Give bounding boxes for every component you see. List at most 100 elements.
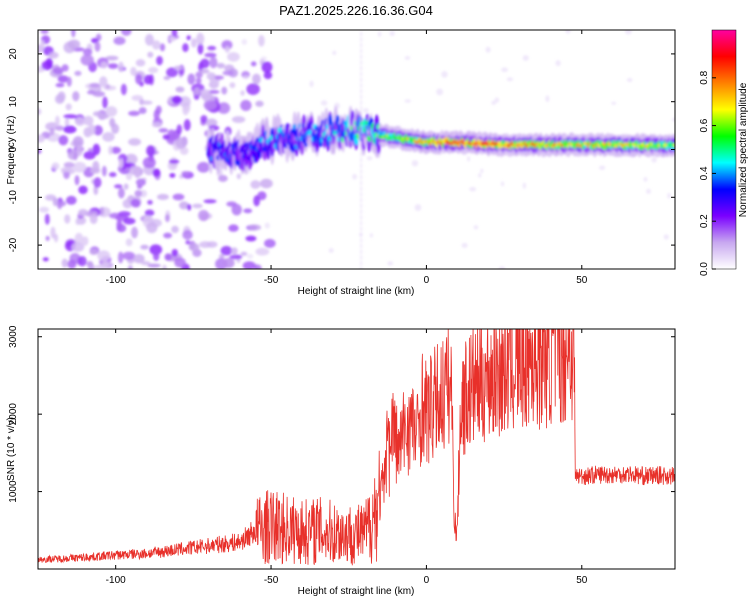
spectrogram-noise-cell <box>52 197 58 207</box>
spectrogram-noise-cell <box>411 160 419 167</box>
spectrogram-noise-cell <box>89 249 99 256</box>
spectrogram-noise-cell <box>195 77 202 84</box>
spectrogram-streak-cell <box>359 134 363 140</box>
spectrogram-noise-cell <box>63 114 78 119</box>
spectrogram-noise-cell <box>99 206 105 216</box>
spectrogram-noise-cell <box>203 199 217 204</box>
spectrogram-noise-cell <box>179 201 189 210</box>
spectrogram-noise-cell <box>146 221 158 234</box>
spectrogram-noise-cell <box>74 175 80 186</box>
snr-y-ticks: 1000 2000 3000 <box>8 325 675 503</box>
spectrogram-noise-cell <box>148 67 159 74</box>
spectrogram-noise-cell <box>254 264 262 269</box>
spectrogram-noise-cell <box>131 95 144 101</box>
spectrogram-noise-cell <box>51 162 60 170</box>
spectrogram-noise-cell <box>414 204 422 212</box>
spectrogram-noise-cell <box>131 226 138 239</box>
spectrogram-noise-cell <box>158 128 169 133</box>
spectrogram-noise-cell <box>258 35 265 47</box>
spectrogram-noise-cell <box>264 222 270 229</box>
spectrogram-noise-cell <box>140 261 151 266</box>
spectrogram-noise-cell <box>125 238 133 247</box>
spectrogram-noise-cell <box>134 189 143 198</box>
spectrogram-x-label: Height of straight line (km) <box>298 286 415 297</box>
spectrogram-ridge-cell <box>327 114 333 126</box>
spectrogram-noise-cell <box>222 70 234 76</box>
spectrogram-noise-cell <box>92 143 101 156</box>
spectrogram-noise-cell <box>261 61 273 73</box>
spectrogram-streak-cell <box>359 77 363 83</box>
snr-y-tick-label: 2000 <box>8 403 19 426</box>
spectrogram-streak-cell <box>359 123 363 129</box>
spectrogram-noise-cell <box>175 86 185 93</box>
spectrogram-noise-cell <box>108 172 117 178</box>
spectrogram-noise-cell <box>133 254 145 264</box>
spectrogram-noise-cell <box>473 225 479 230</box>
spectrogram-x-tick-label: 50 <box>576 275 588 286</box>
spectrogram-noise-cell <box>263 71 273 80</box>
spectrogram-noise-cell <box>162 134 170 140</box>
spectrogram-noise-cell <box>206 241 218 248</box>
spectrogram-streak-cell <box>359 260 363 266</box>
spectrogram-noise-cell <box>123 217 136 225</box>
spectrogram-noise-cell <box>478 172 482 178</box>
spectrogram-noise-cell <box>107 63 119 69</box>
spectrogram-noise-cell <box>63 170 70 180</box>
spectrogram-noise-cell <box>663 234 669 240</box>
spectrogram-noise-cell <box>92 160 100 173</box>
spectrogram-noise-cell <box>199 89 211 95</box>
spectrogram-noise-cell <box>57 75 69 83</box>
spectrogram-noise-cell <box>240 99 252 112</box>
spectrogram-noise-cell <box>208 125 220 131</box>
snr-y-label: SNR (10 * v/v) <box>6 417 17 481</box>
spectrogram-noise-cell <box>404 56 411 60</box>
spectrogram-noise-cell <box>252 73 261 85</box>
spectrogram-noise-cell <box>130 66 137 76</box>
spectrogram-noise-cell <box>218 175 228 182</box>
spectrogram-streak-cell <box>359 226 363 232</box>
spectrogram-noise-cell <box>78 256 87 267</box>
spectrogram-noise-cell <box>74 70 82 76</box>
spectrogram-noise-cell <box>100 61 108 69</box>
spectrogram-noise-cell <box>228 224 239 232</box>
spectrogram-noise-cell <box>522 55 529 61</box>
colorbar-label: Normalized spectral amplitude <box>738 82 749 217</box>
spectrogram-noise-cell <box>240 90 245 96</box>
spectrogram-noise-cell <box>143 74 153 85</box>
spectrogram-noise-cell <box>599 165 606 170</box>
spectrogram-noise-cell <box>163 232 173 239</box>
spectrogram-noise-cell <box>67 259 77 269</box>
spectrogram-noise-cell <box>48 51 59 59</box>
spectrogram-noise-cell <box>257 191 267 201</box>
spectrogram-noise-cell <box>38 108 42 115</box>
spectrogram-noise-cell <box>63 162 75 168</box>
spectrogram-x-tick-label: -50 <box>264 275 279 286</box>
spectrogram-noise-cell <box>200 115 208 123</box>
spectrogram-noise-cell <box>123 183 129 190</box>
spectrogram-noise-cell <box>222 257 235 269</box>
spectrogram-noise-cell <box>182 229 193 240</box>
spectrogram-noise-cell <box>203 100 217 111</box>
spectrogram-noise-cell <box>146 145 156 157</box>
spectrogram-streak-cell <box>359 255 363 261</box>
spectrogram-noise-cell <box>309 80 314 88</box>
spectrogram-noise-cell <box>193 87 200 96</box>
spectrogram-streak-cell <box>359 237 363 243</box>
colorbar-tick-label: 0.0 <box>699 262 710 276</box>
spectrogram-noise-cell <box>173 65 184 71</box>
spectrogram-noise-cell <box>436 88 444 96</box>
spectrogram-noise-cell <box>643 177 648 182</box>
spectrogram-noise-cell <box>73 151 78 161</box>
spectrogram-streak-cell <box>359 65 363 71</box>
spectrogram-noise-cell <box>506 77 514 82</box>
spectrogram-noise-cell <box>61 64 69 72</box>
spectrogram-noise-cell <box>389 30 395 37</box>
spectrogram-noise-cell <box>40 30 49 34</box>
spectrogram-streak-cell <box>359 111 363 117</box>
spectrogram-noise-cell <box>226 201 237 207</box>
spectrogram-noise-cell <box>246 253 254 259</box>
spectrogram-noise-cell <box>144 209 155 217</box>
spectrogram-noise-cell <box>236 173 242 180</box>
spectrogram-noise-cell <box>500 181 505 187</box>
spectrogram-noise-cell <box>153 251 160 261</box>
